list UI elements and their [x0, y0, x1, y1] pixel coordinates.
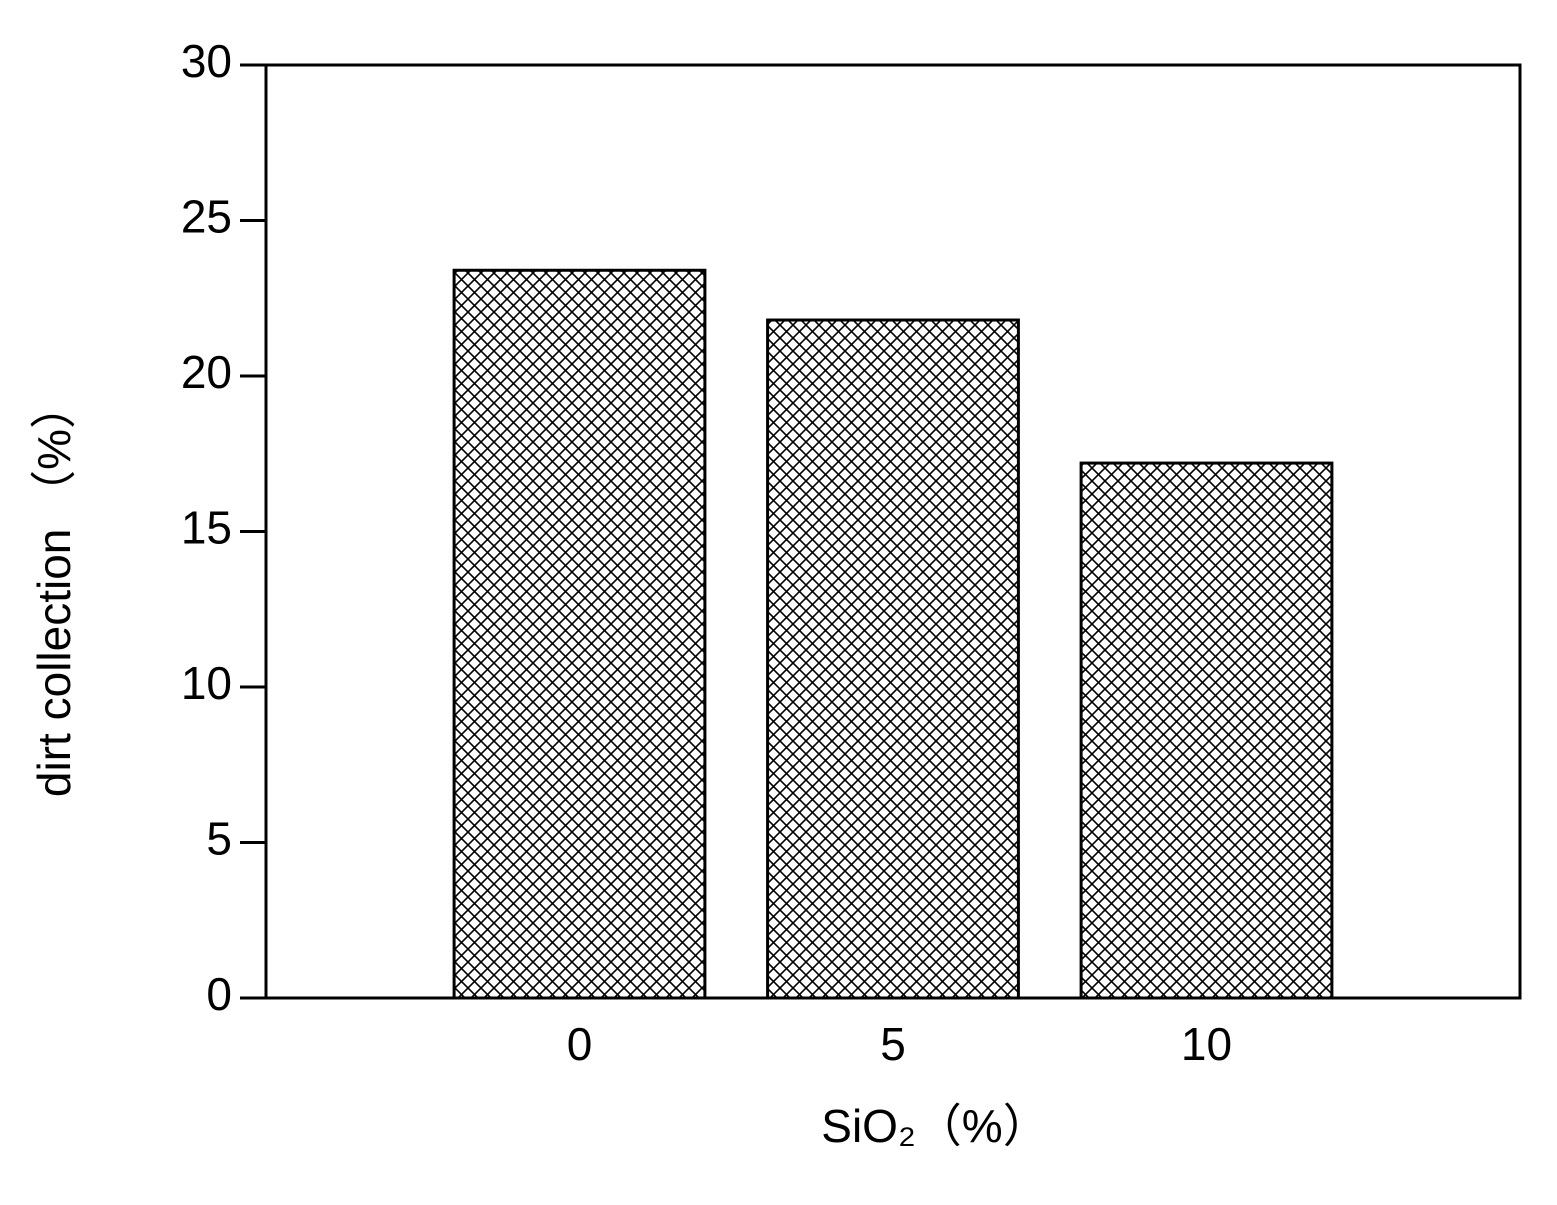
y-tick-label: 15: [181, 502, 232, 554]
bar: [1079, 461, 1334, 1000]
y-axis-label: dirt collection （%）: [28, 383, 80, 797]
bar: [766, 318, 1020, 1000]
y-tick-label: 20: [181, 346, 232, 398]
x-tick-label: 5: [880, 1018, 906, 1070]
y-tick-label: 10: [181, 657, 232, 709]
bar: [452, 268, 707, 1000]
x-axis-label: SiO₂（%）: [821, 1100, 1048, 1152]
y-tick-label: 0: [206, 968, 232, 1020]
x-tick-label: 10: [1181, 1018, 1232, 1070]
y-tick-label: 30: [181, 35, 232, 87]
y-tick-label: 5: [206, 813, 232, 865]
x-tick-label: 0: [567, 1018, 593, 1070]
y-tick-label: 25: [181, 191, 232, 243]
